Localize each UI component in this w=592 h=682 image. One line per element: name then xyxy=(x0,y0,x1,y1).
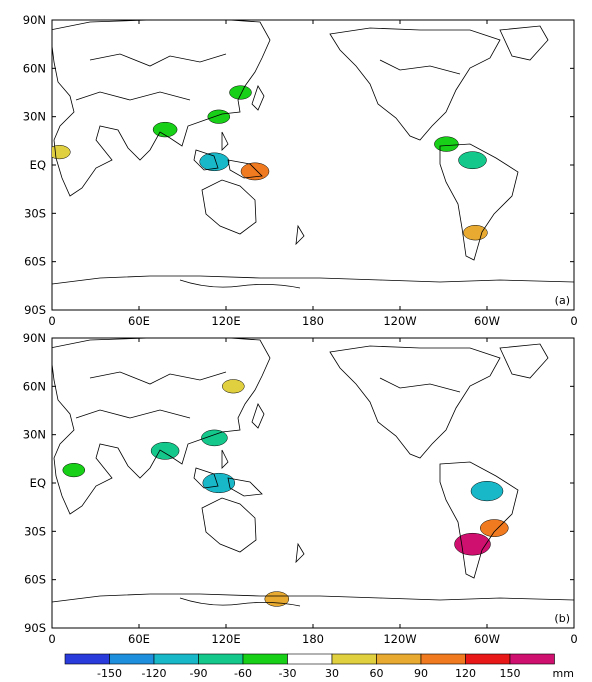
panel-b-region-southeast-south-america xyxy=(480,519,509,537)
panel-b-y-tick-label: 30N xyxy=(23,428,46,442)
colorbar-tick-label: -30 xyxy=(279,667,297,680)
colorbar-tick-label: 90 xyxy=(414,667,428,680)
colorbar-swatch xyxy=(109,653,155,665)
panel-a-frame xyxy=(51,19,575,311)
panel-b-region-tropical-africa xyxy=(62,463,86,478)
panel-b-x-tick-label: 60W xyxy=(474,632,500,646)
panel-a: (a) 90N 60N 30N EQ 30S 60S 90S 0 60E 120E 180 120W… xyxy=(23,13,578,328)
panel-b-regions xyxy=(62,379,509,607)
panel-a-y-tick-label: 90S xyxy=(24,303,46,317)
colorbar-tick-label: -120 xyxy=(142,667,167,680)
panel-a-y-tick-label: 30S xyxy=(24,206,46,220)
colorbar-swatch xyxy=(331,653,377,665)
colorbar-swatch xyxy=(376,653,422,665)
panel-a-x-tick-label: 120W xyxy=(383,314,416,328)
panel-a-label: (a) xyxy=(555,294,570,307)
colorbar: -150 -120 -90 -60 -30 30 60 90 120 150 mm xyxy=(64,653,574,680)
panel-a-region-northeast-asia xyxy=(229,85,252,100)
panel-a-x-tick-label: 0 xyxy=(570,314,577,328)
colorbar-tick-label: -150 xyxy=(97,667,122,680)
panel-a-region-southern-south-america xyxy=(463,225,488,241)
panel-b-y-tick-label: 60S xyxy=(24,573,46,587)
panel-b-y-tick-label: 90N xyxy=(23,331,46,345)
panel-b-region-maritime-continent xyxy=(202,472,236,494)
panel-b-y-ticks: 90N 60N 30N EQ 30S 60S 90S xyxy=(23,331,574,635)
colorbar-swatch xyxy=(465,653,511,665)
colorbar-swatch xyxy=(287,653,333,665)
panel-a-x-tick-label: 0 xyxy=(48,314,55,328)
colorbar-tick-label: 60 xyxy=(370,667,384,680)
panel-b-x-tick-label: 0 xyxy=(570,632,577,646)
colorbar-swatch xyxy=(420,653,466,665)
colorbar-swatch xyxy=(198,653,244,665)
panel-b-y-tick-label: 30S xyxy=(24,524,46,538)
panel-b-y-tick-label: 60N xyxy=(23,379,46,393)
panel-a-y-tick-label: EQ xyxy=(30,158,46,172)
panel-b-region-east-china xyxy=(201,429,228,447)
panel-a-x-ticks: 0 60E 120E 180 120W 60W 0 xyxy=(48,20,578,328)
panel-b-region-siberia xyxy=(222,379,245,394)
panel-b: (b) 90N 60N 30N EQ 30S 60S 90S 0 60E 120E 180 120W… xyxy=(23,331,578,646)
panel-a-region-central-america xyxy=(434,136,459,152)
panel-a-region-new-guinea xyxy=(240,162,270,181)
colorbar-tick-label: 30 xyxy=(325,667,339,680)
colorbar-tick-label: 120 xyxy=(455,667,476,680)
panel-b-x-tick-label: 0 xyxy=(48,632,55,646)
panel-b-x-tick-label: 120W xyxy=(383,632,416,646)
panel-b-region-southern-south-america xyxy=(454,532,491,556)
panel-b-x-tick-label: 60E xyxy=(128,632,150,646)
panel-b-x-ticks: 0 60E 120E 180 120W 60W 0 xyxy=(48,338,578,646)
panel-a-x-tick-label: 60W xyxy=(474,314,500,328)
panel-a-y-ticks: 90N 60N 30N EQ 30S 60S 90S xyxy=(23,13,574,317)
panel-b-region-amazon xyxy=(470,481,504,502)
panel-a-region-west-africa xyxy=(52,145,71,160)
colorbar-tick-label: -90 xyxy=(190,667,208,680)
panel-b-x-tick-label: 180 xyxy=(302,632,324,646)
panel-a-y-tick-label: 60S xyxy=(24,255,46,269)
colorbar-swatch xyxy=(153,653,199,665)
panel-b-y-tick-label: EQ xyxy=(30,476,46,490)
panel-a-y-tick-label: 30N xyxy=(23,110,46,124)
panel-a-region-maritime-continent xyxy=(199,152,230,172)
panel-b-x-tick-label: 120E xyxy=(211,632,240,646)
panel-a-x-tick-label: 60E xyxy=(128,314,150,328)
panel-b-region-india xyxy=(150,441,180,460)
panel-a-x-tick-label: 180 xyxy=(302,314,324,328)
panel-b-region-antarctic-coast xyxy=(264,591,290,607)
colorbar-tick-label: -60 xyxy=(234,667,252,680)
panel-b-label: (b) xyxy=(554,612,570,625)
panel-a-y-tick-label: 90N xyxy=(23,13,46,27)
colorbar-swatch xyxy=(509,653,555,665)
panel-a-region-east-china xyxy=(207,109,231,124)
panel-a-x-tick-label: 120E xyxy=(211,314,240,328)
panel-b-y-tick-label: 90S xyxy=(24,621,46,635)
colorbar-swatch xyxy=(64,653,110,665)
colorbar-unit: mm xyxy=(553,667,574,680)
colorbar-tick-label: 150 xyxy=(500,667,521,680)
colorbar-swatch xyxy=(242,653,288,665)
panel-a-region-northwest-south-america xyxy=(458,151,487,170)
panel-a-y-tick-label: 60N xyxy=(23,61,46,75)
